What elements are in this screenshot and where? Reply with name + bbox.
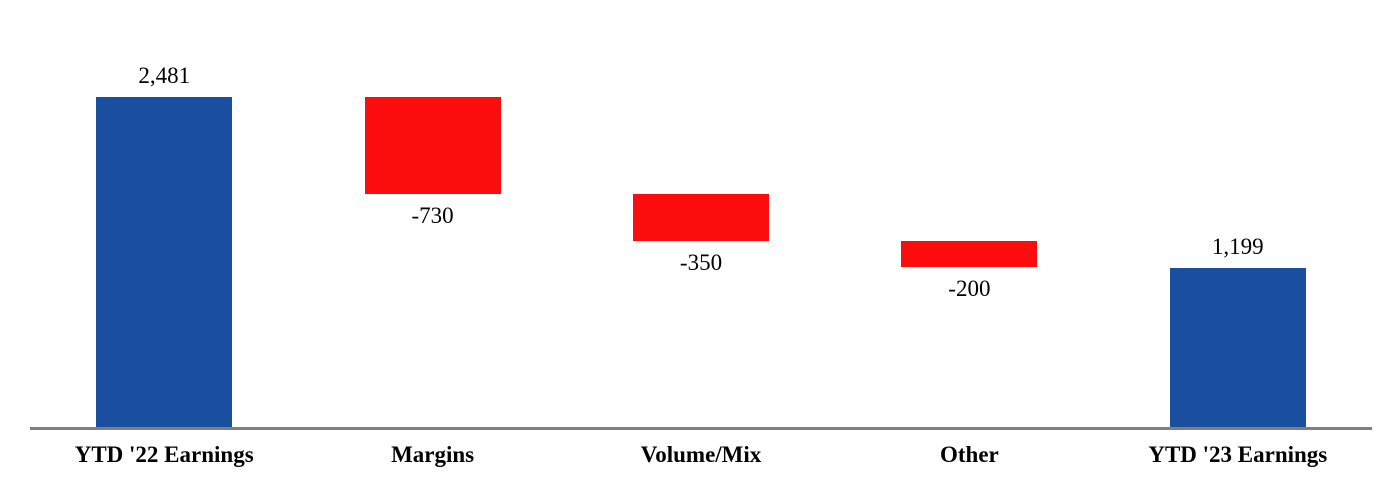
- value-label-ytd-23-earnings: 1,199: [1211, 233, 1264, 259]
- x-axis-line: [30, 427, 1372, 430]
- category-label-ytd-22-earnings: YTD '22 Earnings: [74, 442, 254, 467]
- category-label-margins: Margins: [391, 442, 475, 467]
- category-label-volume-mix: Volume/Mix: [640, 442, 762, 467]
- bar-ytd-23-earnings: [1169, 267, 1306, 427]
- category-label-other: Other: [940, 442, 999, 467]
- value-label-margins: -730: [411, 203, 454, 229]
- value-label-ytd-22-earnings: 2,481: [138, 63, 191, 88]
- bar-volume-mix: [633, 194, 769, 241]
- value-label-volume-mix: -350: [679, 249, 723, 275]
- bar-margins: [364, 97, 501, 195]
- value-label-other: -200: [948, 276, 991, 302]
- bar-ytd-22-earnings: [96, 97, 233, 427]
- category-label-ytd-23-earnings: YTD '23 Earnings: [1148, 442, 1328, 467]
- bar-other: [901, 240, 1038, 268]
